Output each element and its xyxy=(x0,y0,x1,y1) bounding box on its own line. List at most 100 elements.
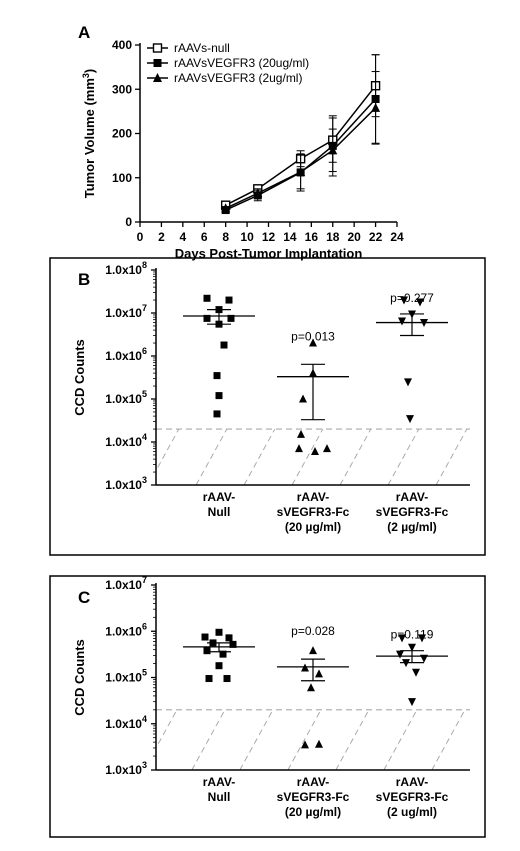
panel-a-y-tick-label: 0 xyxy=(125,215,132,229)
panel-c-data-point xyxy=(315,669,323,678)
panel-b-data-point xyxy=(215,392,223,400)
panel-c-category-label: rAAV- xyxy=(203,775,235,789)
panel-b-data-point xyxy=(227,314,235,322)
panel-c-y-tick-label: 1.0x104 xyxy=(105,714,147,731)
panel-c-data-point xyxy=(225,634,233,642)
panel-a-x-tick-label: 20 xyxy=(347,230,361,244)
panel-b-data-point xyxy=(400,296,408,305)
panel-b-data-point xyxy=(215,320,223,328)
panel-b-data-point xyxy=(416,298,424,307)
panel-c-data-point xyxy=(219,650,227,658)
panel-b-data-point xyxy=(220,341,228,349)
panel-c-hatch-line xyxy=(335,709,370,771)
panel-c-data-point xyxy=(215,628,223,636)
panel-a-y-tick-label: 100 xyxy=(112,171,132,185)
panel-b-y-tick-label: 1.0x104 xyxy=(105,432,147,449)
panel-b-hatch-line xyxy=(484,429,515,485)
panel-b-data-point xyxy=(203,294,211,302)
panel-b-data-point xyxy=(408,310,416,319)
panel-b-category-label: Null xyxy=(208,505,231,519)
panel-c-data-point xyxy=(205,675,213,683)
panel-b-data-point xyxy=(213,372,221,380)
panel-b-data-point xyxy=(404,378,412,387)
panel-b-hatch-line xyxy=(156,429,180,472)
panel-a-x-tick-label: 22 xyxy=(369,230,383,244)
panel-b-data-point xyxy=(299,394,307,403)
panel-a-legend-marker xyxy=(152,43,163,53)
panel-b-y-axis-title: CCD Counts xyxy=(72,339,87,416)
panel-b-data-point xyxy=(215,306,223,314)
panel-b-data-point xyxy=(398,317,406,326)
panel-b-data-point xyxy=(297,429,305,438)
panel-c-data-point xyxy=(203,647,211,655)
panel-c-category-label: rAAV- xyxy=(297,775,329,789)
panel-c-data-point xyxy=(402,659,410,668)
panel-c-data-point xyxy=(201,633,209,641)
panel-b-category-label: rAAV- xyxy=(203,490,235,504)
panel-b-y-tick-label: 1.0x108 xyxy=(105,260,147,277)
panel-c-letter: C xyxy=(78,588,90,607)
panel-c-data-point xyxy=(301,740,309,749)
panel-c-y-axis-title: CCD Counts xyxy=(72,639,87,716)
panel-a-x-tick-label: 6 xyxy=(201,230,208,244)
panel-b-category-label: rAAV- xyxy=(396,490,428,504)
panel-c-data-point xyxy=(209,639,217,647)
panel-b-letter: B xyxy=(78,270,90,289)
panel-b-data-point xyxy=(295,444,303,453)
panel-c-hatch-line xyxy=(239,709,274,771)
panel-a-x-tick-label: 8 xyxy=(222,230,229,244)
panel-a-x-tick-label: 12 xyxy=(262,230,276,244)
panel-a-data-point xyxy=(371,102,381,112)
panel-b-data-point xyxy=(323,444,331,453)
panel-b-hatch-group xyxy=(156,429,515,486)
panel-c-hatch-line xyxy=(156,709,178,749)
panel-c-y-tick-label: 1.0x107 xyxy=(105,575,147,592)
panel-c-panel-border xyxy=(49,575,486,838)
panel-a-letter: A xyxy=(78,23,90,42)
panel-b-p-value: p=0.013 xyxy=(291,329,335,343)
panel-c-y-tick-label: 1.0x106 xyxy=(105,621,147,638)
panel-b-category-label: (20 µg/ml) xyxy=(285,520,341,534)
panel-b-data-point xyxy=(203,314,211,322)
panel-c-data-point xyxy=(408,643,416,652)
panel-b-y-tick-label: 1.0x103 xyxy=(105,475,147,492)
panel-b-hatch-line xyxy=(291,429,324,486)
panel-b-category-label: sVEGFR3-Fc xyxy=(376,505,449,519)
panel-a-x-tick-label: 18 xyxy=(326,230,340,244)
panel-a-data-point xyxy=(253,188,263,198)
panel-c-category-label: rAAV- xyxy=(396,775,428,789)
panel-c-category-label: sVEGFR3-Fc xyxy=(376,790,449,804)
panel-a-x-tick-label: 4 xyxy=(179,230,186,244)
panel-c-data-point xyxy=(301,663,309,672)
panel-a-legend-label: rAAVsVEGFR3 (20ug/ml) xyxy=(174,56,309,70)
panel-a-legend-marker xyxy=(153,73,162,82)
panel-c-data-point xyxy=(398,634,406,643)
panel-c-data-point xyxy=(315,739,323,748)
panel-a-legend-marker xyxy=(153,59,162,67)
panel-b-hatch-line xyxy=(435,429,468,486)
panel-c-data-point xyxy=(307,683,315,692)
panel-b-data-point xyxy=(213,410,221,418)
panel-a-y-tick-label: 200 xyxy=(112,127,132,141)
panel-b-category-label: (2 µg/ml) xyxy=(387,520,437,534)
panel-c-data-point xyxy=(215,662,223,670)
panel-c-hatch-group xyxy=(156,709,466,771)
panel-a-x-tick-label: 14 xyxy=(283,230,297,244)
panel-a-data-point xyxy=(328,145,338,155)
panel-a-legend-label: rAAVs-null xyxy=(174,41,230,55)
panel-c-y-tick-label: 1.0x103 xyxy=(105,760,147,777)
panel-c-data-point xyxy=(418,634,426,643)
panel-b-hatch-line xyxy=(387,429,420,486)
panel-b-data-point xyxy=(420,319,428,328)
panel-a-y-tick-label: 300 xyxy=(112,82,132,96)
panel-a-x-tick-label: 2 xyxy=(158,230,165,244)
panel-c-p-value: p=0.028 xyxy=(291,624,335,638)
panel-b-p-value: p=0.277 xyxy=(390,291,434,305)
panel-b-data-point xyxy=(309,368,317,377)
panel-b-hatch-line xyxy=(195,429,228,486)
panel-c-hatch-line xyxy=(287,709,322,771)
panel-c-data-point xyxy=(408,698,416,707)
panel-b-data-point xyxy=(406,415,414,424)
panel-c-category-label: Null xyxy=(208,790,231,804)
